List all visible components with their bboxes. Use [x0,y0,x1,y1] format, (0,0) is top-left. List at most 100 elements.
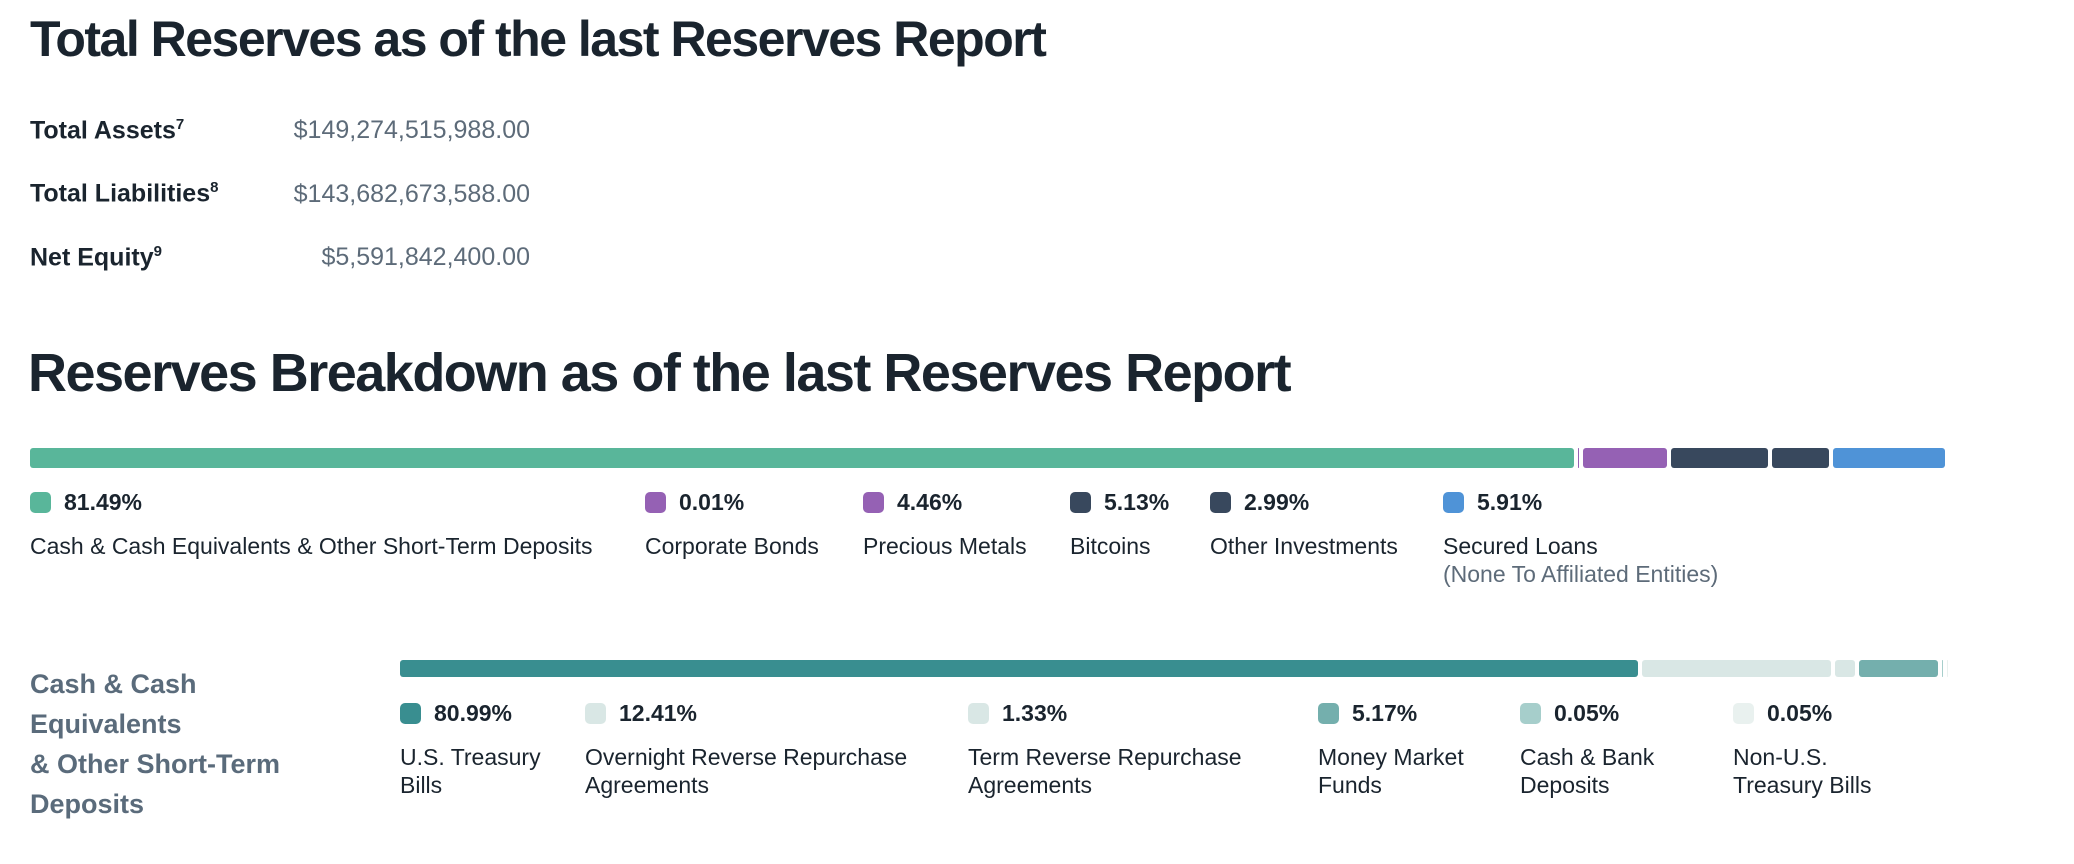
legend-head: 0.05% [1733,700,1953,727]
legend-percent: 5.91% [1477,489,1543,515]
legend-label: Overnight Reverse Repurchase Agreements [585,743,968,799]
legend-label: Corporate Bonds [645,532,863,560]
legend-label: U.S. Treasury Bills [400,743,585,799]
legend-label-line: U.S. Treasury [400,744,541,770]
legend-item: 81.49% Cash & Cash Equivalents & Other Sh… [30,489,645,588]
bar-segment [400,660,1638,677]
legend-label-line: Agreements [585,772,710,798]
legend-item: 5.17% Money Market Funds [1318,700,1520,799]
fact-label: Net Equity9 [30,242,162,271]
cash-equivalents-section-title: Cash & Cash Equivalents & Other Short-Te… [30,664,330,824]
bar-segment [1772,448,1829,468]
bar-segment [1671,448,1769,468]
legend-swatch-icon [863,492,884,513]
legend-percent: 0.05% [1767,700,1833,726]
legend-head: 0.01% [645,489,863,516]
fact-row: Net Equity9 $5,591,842,400.00 [30,243,530,272]
legend-label: Secured Loans (None To Affiliated Entitie… [1443,532,1743,588]
legend-percent: 80.99% [434,700,513,726]
legend-head: 81.49% [30,489,645,516]
fact-row: Total Assets7 $149,274,515,988.00 [30,116,530,145]
legend-percent: 81.49% [64,489,143,515]
cash-title-line-1: Cash & Cash Equivalents [30,669,197,739]
bar-segment [1859,660,1939,677]
legend-item: 0.05% Non-U.S. Treasury Bills [1733,700,1953,799]
legend-label-line: Precious Metals [863,533,1027,559]
legend-item: 80.99% U.S. Treasury Bills [400,700,585,799]
legend-swatch-icon [968,703,989,724]
legend-percent: 5.13% [1104,489,1170,515]
legend-item: 0.05% Cash & Bank Deposits [1520,700,1733,799]
legend-percent: 0.05% [1554,700,1620,726]
cash-equivalents-bar [400,660,1949,677]
legend-item: 5.91% Secured Loans (None To Affiliated En… [1443,489,1743,588]
cash-title-line-2: & Other Short-Term [30,749,281,779]
legend-swatch-icon [645,492,666,513]
fact-footnote: 8 [210,179,219,197]
legend-label-line: Term Reverse Repurchase [968,744,1242,770]
legend-percent: 1.33% [1002,700,1068,726]
legend-item: 0.01% Corporate Bonds [645,489,863,588]
legend-label-line: Cash & Cash Equivalents & Other Short-Te… [30,533,593,559]
legend-swatch-icon [1318,703,1339,724]
legend-label-line: Overnight Reverse Repurchase [585,744,908,770]
legend-head: 5.13% [1070,489,1210,516]
fact-value: $5,591,842,400.00 [321,242,530,271]
legend-item: 4.46% Precious Metals [863,489,1070,588]
legend-sublabel: (None To Affiliated Entities) [1443,561,1719,587]
legend-item: 1.33% Term Reverse Repurchase Agreements [968,700,1318,799]
bar-segment [1835,660,1856,677]
legend-label-line: Deposits [1520,772,1610,798]
legend-item: 5.13% Bitcoins [1070,489,1210,588]
reserves-facts-table: Total Assets7 $149,274,515,988.00 Total Li… [30,116,530,306]
fact-footnote: 7 [175,116,185,133]
bar-segment [1582,448,1668,468]
legend-swatch-icon [1443,492,1464,513]
legend-head: 80.99% [400,700,585,727]
cash-title-line-3: Deposits [30,789,145,819]
legend-label: Term Reverse Repurchase Agreements [968,743,1318,799]
legend-label-line: Bills [400,772,443,798]
fact-label: Total Assets7 [30,116,185,145]
legend-head: 2.99% [1210,489,1443,516]
legend-percent: 12.41% [619,700,698,726]
legend-head: 12.41% [585,700,968,727]
legend-label: Money Market Funds [1318,743,1520,799]
bar-segment [30,448,1575,468]
fact-row: Total Liabilities8 $143,682,673,588.00 [30,179,530,208]
bar-segment [1833,448,1945,468]
legend-label: Other Investments [1210,532,1443,560]
total-reserves-title: Total Reserves as of the last Reserves R… [30,11,1047,67]
legend-head: 1.33% [968,700,1318,727]
reserves-breakdown-title: Reserves Breakdown as of the last Reserv… [28,343,1292,403]
legend-label-line: Treasury Bills [1733,772,1872,798]
legend-label-line: Cash & Bank [1520,744,1655,770]
cash-equivalents-legend: 80.99% U.S. Treasury Bills 12.41% Overnight … [400,700,1953,799]
legend-swatch-icon [1210,492,1231,513]
legend-label: Precious Metals [863,532,1070,560]
reserves-breakdown-bar [30,448,1945,468]
legend-percent: 4.46% [897,489,963,515]
legend-swatch-icon [30,492,51,513]
bar-segment [1947,660,1949,677]
legend-head: 5.91% [1443,489,1743,516]
legend-swatch-icon [1520,703,1541,724]
reserves-breakdown-legend: 81.49% Cash & Cash Equivalents & Other Sh… [30,489,1743,588]
fact-label: Total Liabilities8 [30,179,219,208]
fact-value: $143,682,673,588.00 [293,179,530,208]
legend-label-line: Other Investments [1210,533,1398,559]
legend-item: 2.99% Other Investments [1210,489,1443,588]
legend-swatch-icon [585,703,606,724]
legend-label-line: Money Market [1318,744,1464,770]
legend-head: 4.46% [863,489,1070,516]
fact-footnote: 9 [153,242,162,260]
legend-label-line: Funds [1318,772,1382,798]
legend-swatch-icon [400,703,421,724]
legend-swatch-icon [1070,492,1091,513]
legend-swatch-icon [1733,703,1754,724]
legend-label-line: Secured Loans [1443,533,1598,559]
legend-label-line: Non-U.S. [1733,744,1828,770]
bar-segment [1641,660,1832,677]
legend-percent: 5.17% [1352,700,1418,726]
legend-label: Cash & Bank Deposits [1520,743,1733,799]
